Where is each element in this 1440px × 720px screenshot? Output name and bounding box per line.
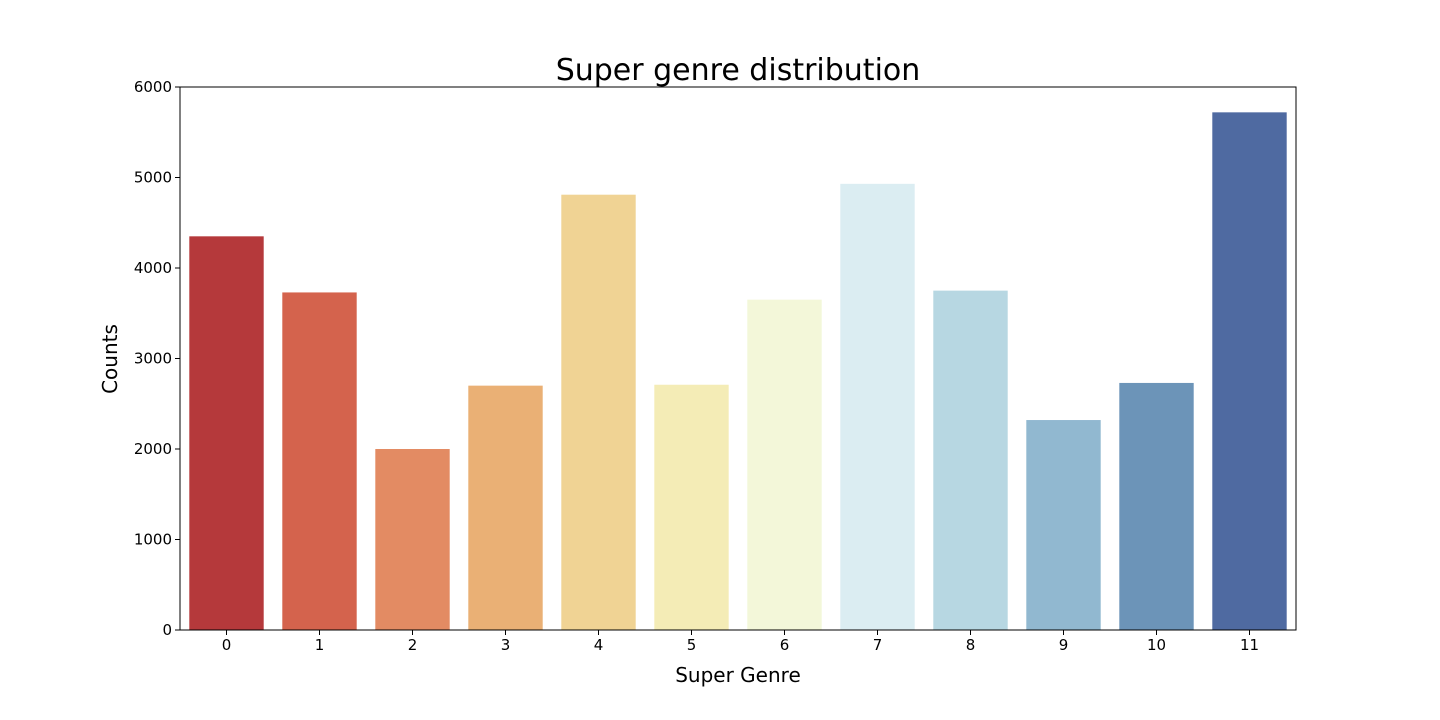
y-tick-label: 0 — [162, 621, 172, 639]
bar-10 — [1119, 382, 1194, 630]
x-tick-label: 3 — [501, 636, 511, 654]
x-tick-label: 6 — [780, 636, 790, 654]
x-tick-label: 7 — [873, 636, 883, 654]
x-tick-label: 5 — [687, 636, 697, 654]
bar-11 — [1212, 112, 1287, 631]
bars-group — [189, 112, 1287, 631]
x-axis-title: Super Genre — [675, 663, 801, 687]
plot-frame — [179, 86, 1297, 631]
x-tick-label: 9 — [1059, 636, 1069, 654]
x-tick-label: 11 — [1240, 636, 1259, 654]
y-tick-label: 3000 — [134, 350, 172, 368]
x-tick-label: 10 — [1147, 636, 1166, 654]
y-tick-label: 5000 — [134, 169, 172, 187]
bar-6 — [747, 299, 822, 630]
y-axis-title: Counts — [98, 324, 122, 394]
bar-9 — [1026, 420, 1101, 630]
y-tick-label: 1000 — [134, 531, 172, 549]
bar-4 — [561, 194, 636, 630]
bar-2 — [375, 449, 450, 630]
y-tick-label: 2000 — [134, 440, 172, 458]
x-tick-label: 8 — [966, 636, 976, 654]
x-axis: 0 1 2 3 4 5 6 7 8 9 10 11 — [222, 630, 1259, 654]
x-tick-label: 4 — [594, 636, 604, 654]
bar-7 — [840, 183, 915, 630]
y-tick-label: 6000 — [134, 78, 172, 96]
x-tick-label: 2 — [408, 636, 418, 654]
chart-title: Super genre distribution — [556, 53, 921, 88]
bar-3 — [468, 385, 543, 630]
bar-5 — [654, 384, 729, 630]
bar-1 — [282, 292, 357, 630]
bar-8 — [933, 290, 1008, 630]
x-tick-label: 0 — [222, 636, 232, 654]
bar-0 — [189, 236, 264, 630]
x-tick-label: 1 — [315, 636, 325, 654]
y-tick-label: 4000 — [134, 259, 172, 277]
y-axis: 0 1000 2000 3000 4000 5000 6000 — [134, 78, 180, 639]
